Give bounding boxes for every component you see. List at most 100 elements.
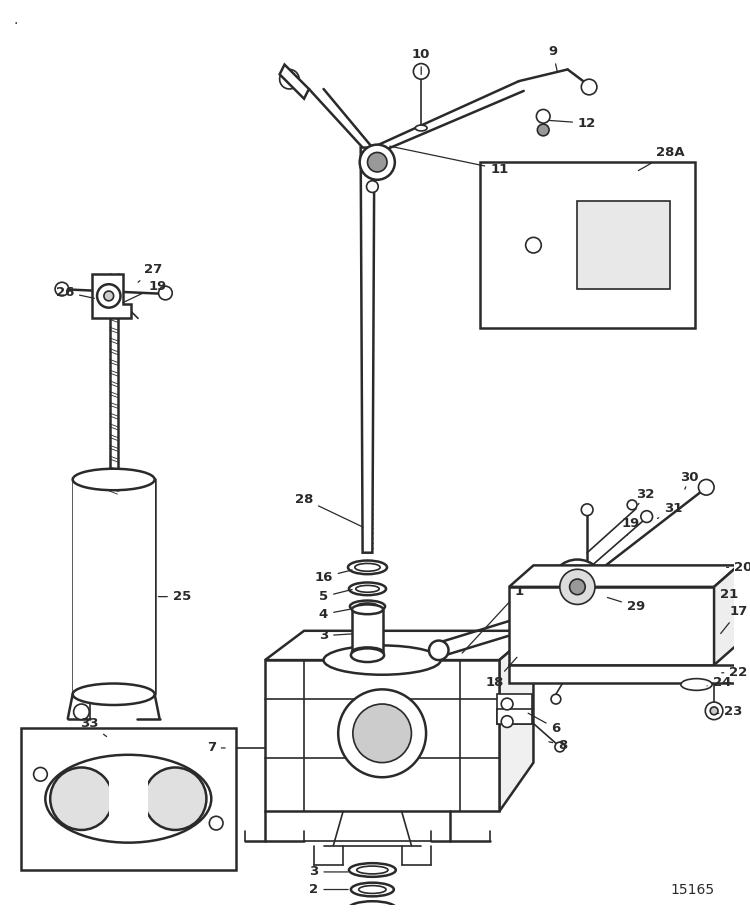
Circle shape [206, 738, 226, 758]
Text: 12: 12 [549, 116, 596, 130]
Circle shape [352, 704, 412, 763]
Circle shape [501, 715, 513, 727]
Bar [73, 479, 154, 694]
Text: 30: 30 [680, 471, 699, 489]
Circle shape [555, 742, 565, 752]
Text: 33: 33 [80, 717, 106, 736]
Circle shape [705, 702, 723, 720]
Text: 7: 7 [207, 741, 225, 755]
Ellipse shape [73, 469, 154, 490]
Ellipse shape [348, 561, 387, 574]
Circle shape [429, 640, 448, 660]
Ellipse shape [355, 563, 380, 572]
Circle shape [367, 180, 378, 192]
Bar [480, 162, 694, 328]
Polygon shape [92, 275, 131, 319]
Circle shape [698, 479, 714, 496]
Ellipse shape [350, 601, 385, 612]
Circle shape [501, 698, 513, 710]
Text: 14: 14 [0, 915, 1, 916]
Ellipse shape [349, 583, 386, 595]
Text: 32: 32 [637, 487, 655, 505]
Circle shape [360, 145, 394, 180]
Circle shape [74, 704, 89, 720]
Circle shape [550, 560, 604, 615]
Circle shape [627, 500, 637, 509]
Text: 11: 11 [390, 147, 508, 176]
Text: 29: 29 [608, 597, 645, 613]
Ellipse shape [356, 585, 380, 593]
Ellipse shape [323, 646, 441, 675]
Text: 25: 25 [158, 590, 191, 603]
Text: 17: 17 [721, 605, 748, 634]
Polygon shape [714, 565, 739, 665]
Circle shape [569, 579, 585, 594]
Text: 13: 13 [0, 915, 1, 916]
Text: 15165: 15165 [670, 882, 714, 897]
Circle shape [537, 124, 549, 136]
Ellipse shape [358, 886, 386, 893]
Circle shape [144, 768, 206, 830]
Text: 28: 28 [295, 493, 363, 527]
Bar [21, 728, 235, 870]
Text: 10: 10 [412, 49, 430, 74]
Ellipse shape [357, 603, 378, 610]
Circle shape [50, 768, 112, 830]
Text: 23: 23 [717, 705, 742, 718]
Circle shape [209, 816, 223, 830]
Ellipse shape [73, 683, 154, 705]
Polygon shape [265, 660, 500, 812]
Text: 22: 22 [722, 666, 748, 680]
Text: 9: 9 [548, 46, 557, 71]
Text: 4: 4 [319, 607, 352, 621]
Text: 21: 21 [719, 588, 738, 601]
Bar [509, 587, 714, 665]
Circle shape [158, 286, 172, 300]
Polygon shape [509, 565, 739, 587]
Bar [497, 694, 532, 724]
Circle shape [55, 282, 69, 296]
Circle shape [104, 291, 114, 300]
Circle shape [640, 511, 652, 522]
Ellipse shape [348, 901, 397, 916]
Ellipse shape [352, 605, 383, 615]
Circle shape [338, 690, 426, 778]
Text: 19: 19 [622, 517, 640, 536]
Text: 1: 1 [462, 585, 524, 653]
Circle shape [97, 284, 121, 308]
Text: 5: 5 [319, 590, 352, 603]
Ellipse shape [351, 883, 394, 897]
Text: 6: 6 [528, 714, 560, 735]
Text: 2: 2 [309, 883, 348, 896]
Text: 31: 31 [658, 502, 682, 518]
Circle shape [551, 694, 561, 704]
Bar [352, 609, 383, 653]
Text: 27: 27 [138, 263, 162, 282]
Circle shape [526, 237, 542, 253]
Text: 28A: 28A [638, 146, 685, 170]
Ellipse shape [416, 125, 427, 131]
Circle shape [536, 110, 550, 123]
Ellipse shape [357, 867, 388, 874]
Polygon shape [361, 147, 374, 552]
Circle shape [560, 570, 595, 605]
Text: 18: 18 [485, 658, 517, 689]
Ellipse shape [349, 863, 396, 877]
Polygon shape [500, 631, 533, 812]
Bar [497, 709, 532, 724]
Circle shape [581, 504, 593, 516]
Circle shape [280, 70, 299, 89]
Ellipse shape [351, 649, 384, 662]
Text: 24: 24 [707, 676, 731, 689]
Circle shape [581, 79, 597, 95]
Text: 3: 3 [309, 866, 348, 878]
Text: ·: · [13, 17, 17, 31]
Bar [509, 665, 739, 682]
Circle shape [710, 707, 718, 714]
Circle shape [413, 63, 429, 79]
Ellipse shape [681, 679, 712, 691]
Text: 8: 8 [549, 738, 567, 751]
Ellipse shape [352, 648, 383, 657]
Text: 20: 20 [727, 561, 750, 573]
Polygon shape [280, 64, 309, 99]
